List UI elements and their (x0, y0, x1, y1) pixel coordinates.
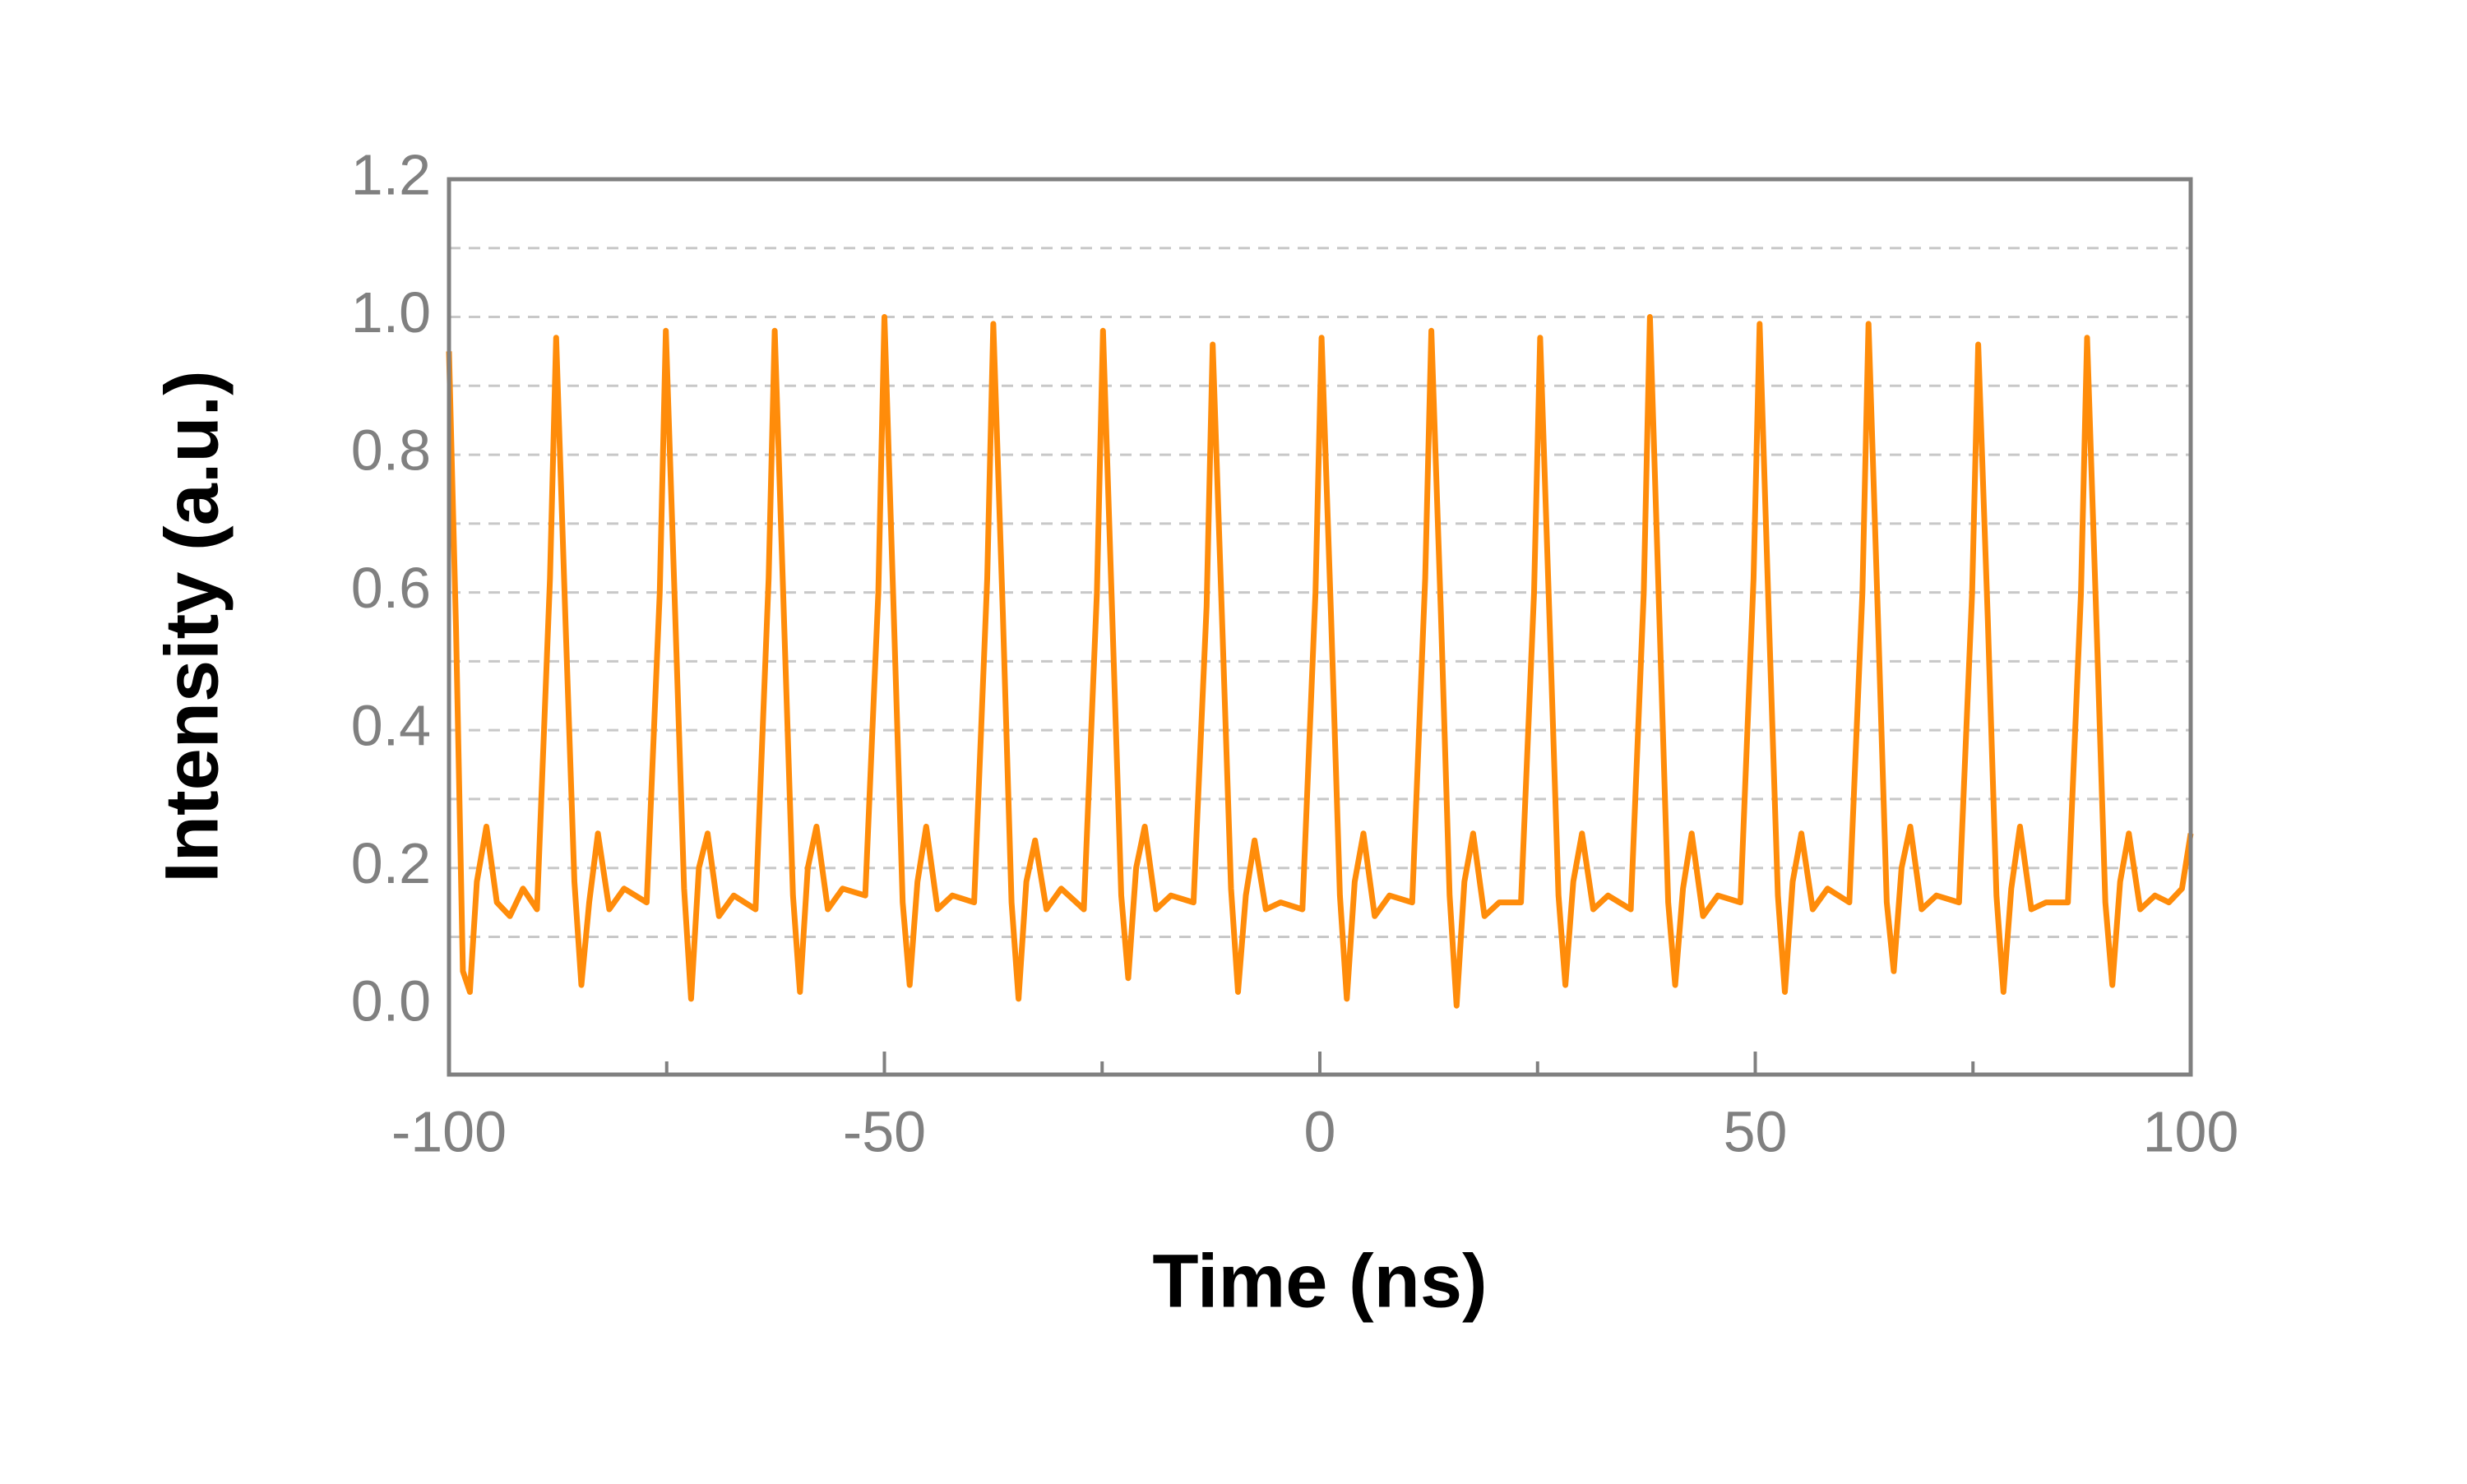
x-tick-label: 50 (1724, 1099, 1788, 1163)
y-axis-label: Intensity (a.u.) (150, 370, 234, 883)
y-tick-label: 0.8 (351, 418, 431, 483)
x-tick-label: -50 (843, 1099, 926, 1163)
y-tick-label: 0.4 (351, 694, 431, 758)
y-tick-label: 0.0 (351, 969, 431, 1033)
data-line (446, 314, 2194, 1009)
plot-frame (447, 177, 2193, 1077)
x-tick-label: -100 (391, 1099, 507, 1163)
y-tick-label: 0.6 (351, 556, 431, 620)
x-tick-label: 100 (2143, 1099, 2239, 1163)
y-tick-label: 1.2 (351, 142, 431, 206)
y-tick-label: 0.2 (351, 831, 431, 895)
y-tick-label: 1.0 (351, 280, 431, 344)
x-axis-label: Time (ns) (1152, 1239, 1487, 1323)
x-tick-label: 0 (1304, 1099, 1336, 1163)
